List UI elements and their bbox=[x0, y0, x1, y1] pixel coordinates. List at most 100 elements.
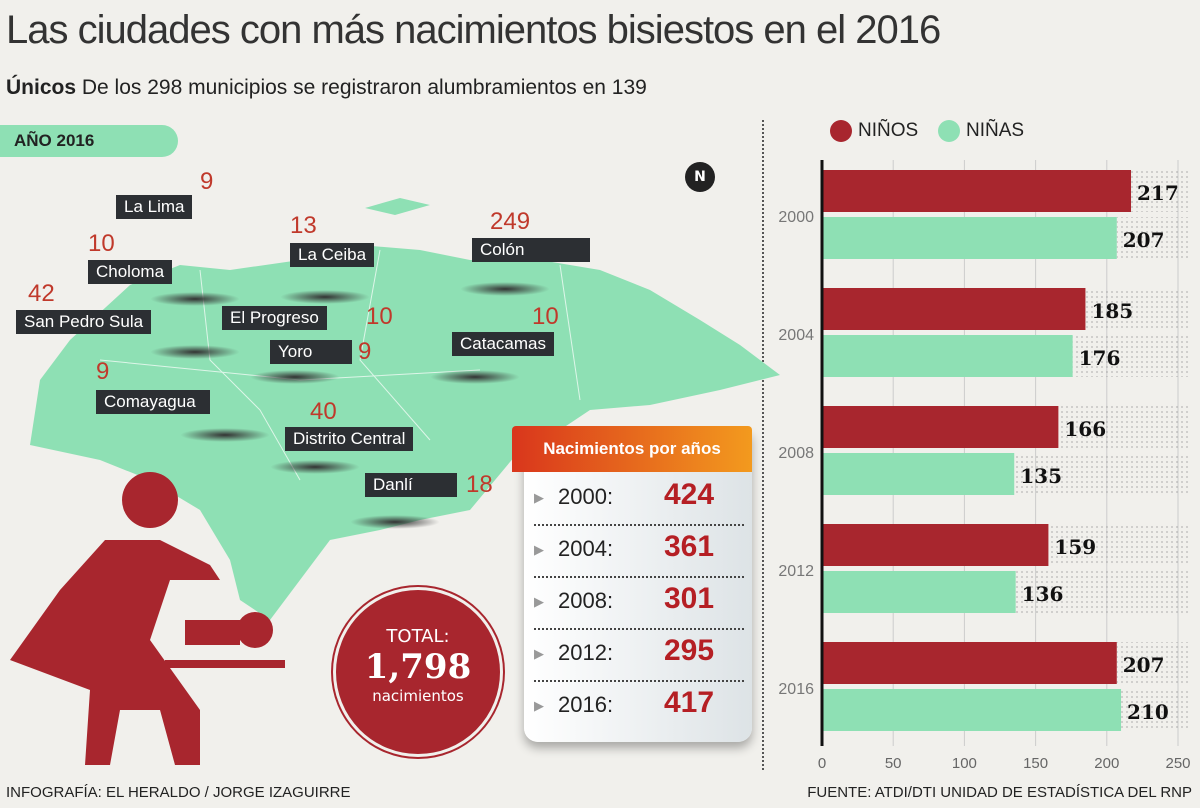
city-count: 40 bbox=[310, 398, 337, 425]
triangle-icon: ▶ bbox=[534, 490, 544, 505]
legend-swatch bbox=[938, 120, 960, 142]
data-label: 207 bbox=[1123, 228, 1165, 252]
data-label: 176 bbox=[1079, 346, 1121, 370]
data-label: 185 bbox=[1091, 299, 1133, 323]
bar-niños bbox=[822, 170, 1132, 212]
bar-niñas bbox=[822, 453, 1015, 495]
row-value: 361 bbox=[664, 530, 715, 563]
city-count: 249 bbox=[490, 208, 531, 235]
y-tick-label: 2016 bbox=[778, 681, 814, 698]
data-label: 210 bbox=[1127, 700, 1169, 724]
year-label: AÑO 2016 bbox=[0, 125, 178, 157]
total-value: 1,798 bbox=[364, 647, 472, 687]
bar-niñas bbox=[822, 571, 1016, 613]
footer-credit: INFOGRAFÍA: EL HERALDO / JORGE IZAGUIRRE bbox=[6, 784, 351, 801]
x-tick-label: 0 bbox=[818, 755, 826, 772]
dot-fill bbox=[1048, 524, 1188, 566]
x-tick-label: 100 bbox=[952, 755, 977, 772]
city-label: Yoro bbox=[270, 340, 352, 364]
row-year: 2016: bbox=[558, 692, 614, 717]
legend-label: NIÑOS bbox=[858, 120, 919, 141]
row-value: 295 bbox=[664, 634, 715, 667]
city-count: 10 bbox=[532, 303, 559, 330]
mother-baby-icon bbox=[10, 472, 285, 765]
row-year: 2008: bbox=[558, 588, 614, 613]
data-label: 166 bbox=[1064, 417, 1106, 441]
city-label: La Ceiba bbox=[290, 243, 375, 267]
city-label: Comayagua bbox=[96, 390, 210, 414]
triangle-icon: ▶ bbox=[534, 646, 544, 661]
city-count: 10 bbox=[366, 303, 393, 330]
dot-fill bbox=[1121, 689, 1188, 731]
legend-label: NIÑAS bbox=[966, 120, 1025, 141]
data-label: 136 bbox=[1022, 582, 1064, 606]
dot-fill bbox=[1085, 288, 1188, 330]
north-icon: N bbox=[685, 162, 715, 192]
city-label: La Lima bbox=[116, 195, 193, 219]
table-row: ▶ 2000: 424 bbox=[534, 474, 744, 526]
subtitle: Únicos De los 298 municipios se registra… bbox=[6, 76, 647, 100]
row-value: 301 bbox=[664, 582, 715, 615]
dot-fill bbox=[1058, 406, 1188, 448]
city-label: Colón bbox=[472, 238, 590, 262]
triangle-icon: ▶ bbox=[534, 594, 544, 609]
bar-niños bbox=[822, 524, 1049, 566]
table-row: ▶ 2004: 361 bbox=[534, 526, 744, 578]
total-badge: TOTAL: 1,798 nacimientos bbox=[333, 587, 503, 757]
y-tick-label: 2000 bbox=[778, 209, 814, 226]
footer-source: FUENTE: ATDI/DTI UNIDAD DE ESTADÍSTICA D… bbox=[807, 784, 1192, 801]
bar-niñas bbox=[822, 217, 1117, 259]
city-count: 9 bbox=[358, 338, 372, 365]
bar-niñas bbox=[822, 335, 1073, 377]
births-table bbox=[524, 430, 752, 742]
dot-fill bbox=[1116, 217, 1188, 259]
table-row: ▶ 2008: 301 bbox=[534, 578, 744, 630]
data-label: 207 bbox=[1123, 653, 1165, 677]
triangle-icon: ▶ bbox=[534, 698, 544, 713]
births-table-title: Nacimientos por años bbox=[512, 426, 752, 472]
city-label: San Pedro Sula bbox=[16, 310, 152, 334]
bar-niñas bbox=[822, 689, 1122, 731]
city-label: Danlí bbox=[365, 473, 457, 497]
x-tick-label: 200 bbox=[1094, 755, 1119, 772]
bar-niños bbox=[822, 288, 1086, 330]
x-tick-label: 50 bbox=[885, 755, 902, 772]
city-count: 10 bbox=[88, 230, 115, 257]
city-count: 18 bbox=[466, 471, 493, 498]
total-label: TOTAL: bbox=[386, 626, 450, 647]
row-year: 2012: bbox=[558, 640, 614, 665]
y-tick-label: 2004 bbox=[778, 327, 814, 344]
row-value: 417 bbox=[664, 686, 715, 719]
x-tick-label: 250 bbox=[1165, 755, 1190, 772]
table-row: ▶ 2012: 295 bbox=[534, 630, 744, 682]
row-value: 424 bbox=[664, 478, 715, 511]
divider bbox=[762, 120, 764, 770]
row-year: 2004: bbox=[558, 536, 614, 561]
y-tick-label: 2012 bbox=[778, 563, 814, 580]
bar-chart: 0 50 100 150 200 250 2000 217 207 2004 185 176 2008 1… bbox=[778, 160, 1191, 772]
subtitle-bold: Únicos bbox=[6, 76, 77, 99]
dot-fill bbox=[1014, 453, 1188, 495]
city-count: 13 bbox=[290, 212, 317, 239]
dot-fill bbox=[1116, 642, 1188, 684]
legend-swatch bbox=[830, 120, 852, 142]
triangle-icon: ▶ bbox=[534, 542, 544, 557]
city-label: Catacamas bbox=[452, 332, 554, 356]
x-tick-label: 150 bbox=[1023, 755, 1048, 772]
y-tick-label: 2008 bbox=[778, 445, 814, 462]
city-count: 9 bbox=[200, 168, 214, 195]
data-label: 159 bbox=[1054, 535, 1096, 559]
city-label: Choloma bbox=[88, 260, 173, 284]
data-label: 135 bbox=[1020, 464, 1062, 488]
data-label: 217 bbox=[1137, 181, 1179, 205]
city-count: 9 bbox=[96, 358, 110, 385]
row-year: 2000: bbox=[558, 484, 614, 509]
city-label: Distrito Central bbox=[285, 427, 414, 451]
table-row: ▶ 2016: 417 bbox=[534, 682, 744, 734]
city-label: El Progreso bbox=[222, 306, 327, 330]
city-count: 42 bbox=[28, 280, 55, 307]
legend-ninas: NIÑAS bbox=[938, 120, 1024, 142]
legend-ninos: NIÑOS bbox=[830, 120, 918, 142]
total-unit: nacimientos bbox=[372, 687, 464, 705]
dot-fill bbox=[1072, 335, 1188, 377]
